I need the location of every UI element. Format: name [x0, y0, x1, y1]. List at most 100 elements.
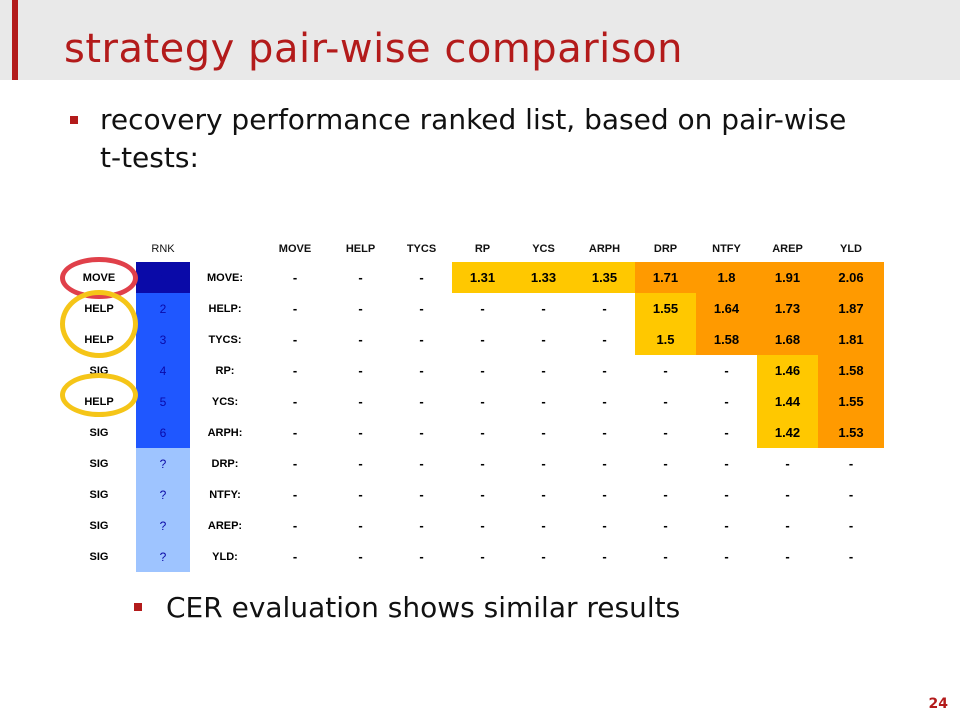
value-cell: 1.8: [696, 262, 757, 293]
value-cell: -: [663, 518, 668, 533]
value-cell: -: [358, 332, 363, 347]
value-cell: 1.55: [635, 293, 696, 324]
rank-cell: 3: [136, 324, 190, 355]
value-cell: -: [663, 425, 668, 440]
header-cell: HELP: [345, 243, 376, 255]
value-cell: -: [292, 363, 298, 378]
value-cell: -: [292, 456, 298, 471]
rank-cell: ?: [136, 479, 190, 510]
value-cell: -: [848, 549, 854, 564]
highlight-circle-yellow: [60, 290, 138, 358]
header-cell: RNK: [151, 243, 175, 255]
value-cell: -: [480, 301, 485, 316]
value-cell: -: [541, 425, 546, 440]
strategy-name-cell: DRP:: [211, 457, 239, 470]
value-cell: 1.55: [818, 386, 884, 417]
value-cell: -: [292, 270, 298, 285]
rank-cell: 4: [136, 355, 190, 386]
strategy-name-cell: YLD:: [212, 550, 238, 563]
value-cell: -: [663, 363, 668, 378]
title-accent-bar: [12, 0, 18, 80]
method-cell: SIG: [89, 426, 109, 439]
value-cell: 1.87: [818, 293, 884, 324]
value-cell: -: [541, 456, 546, 471]
table-row: SIG 4 RP: - - - - - - - -1.46 1.58: [62, 355, 884, 386]
value-cell: 1.35: [574, 262, 635, 293]
strategy-name-cell: YCS:: [211, 395, 239, 408]
rank-cell: 1: [136, 262, 190, 293]
header-cell: YLD: [840, 243, 862, 255]
value-cell: -: [419, 425, 424, 440]
value-cell: -: [358, 518, 363, 533]
rank-cell: 2: [136, 293, 190, 324]
slide-title: strategy pair-wise comparison: [64, 26, 683, 72]
value-cell: -: [602, 425, 607, 440]
method-cell: SIG: [89, 457, 109, 470]
bullet-1-line-2: t-tests:: [100, 141, 199, 174]
value-cell: -: [785, 456, 790, 471]
header-cell: [190, 236, 260, 262]
value-cell: 1.81: [818, 324, 884, 355]
value-cell: -: [602, 518, 607, 533]
value-cell: -: [292, 518, 298, 533]
value-cell: -: [663, 456, 668, 471]
rank-cell: 6: [136, 417, 190, 448]
rank-cell: ?: [136, 510, 190, 541]
value-cell: 1.73: [757, 293, 818, 324]
value-cell: -: [419, 301, 424, 316]
value-cell: -: [292, 425, 298, 440]
value-cell: -: [663, 487, 668, 502]
value-cell: -: [419, 549, 424, 564]
value-cell: 1.53: [818, 417, 884, 448]
value-cell: -: [358, 549, 363, 564]
value-cell: -: [358, 487, 363, 502]
value-cell: -: [292, 332, 298, 347]
value-cell: -: [724, 518, 729, 533]
header-cell: DRP: [653, 243, 678, 255]
header-cell: RP: [474, 243, 491, 255]
value-cell: -: [419, 487, 424, 502]
value-cell: 1.46: [757, 355, 818, 386]
value-cell: 1.33: [513, 262, 574, 293]
value-cell: 1.58: [818, 355, 884, 386]
value-cell: -: [724, 394, 729, 409]
value-cell: -: [724, 425, 729, 440]
ranking-table: RNK MOVE HELP TYCS RP YCS ARPH DRP NTFY …: [62, 236, 884, 572]
header-cell: TYCS: [406, 243, 437, 255]
value-cell: 1.91: [757, 262, 818, 293]
bullet-icon: [134, 603, 142, 611]
value-cell: -: [419, 518, 424, 533]
value-cell: -: [602, 456, 607, 471]
strategy-name-cell: HELP:: [208, 302, 242, 315]
value-cell: -: [663, 549, 668, 564]
value-cell: -: [541, 487, 546, 502]
value-cell: -: [602, 363, 607, 378]
value-cell: 1.42: [757, 417, 818, 448]
value-cell: -: [848, 518, 854, 533]
strategy-name-cell: MOVE:: [206, 271, 244, 284]
rank-cell: ?: [136, 448, 190, 479]
value-cell: -: [848, 487, 854, 502]
value-cell: -: [541, 518, 546, 533]
value-cell: -: [541, 363, 546, 378]
rank-cell: 5: [136, 386, 190, 417]
bullet-1-line-1: recovery performance ranked list, based …: [100, 103, 847, 136]
title-band: [0, 0, 960, 80]
value-cell: -: [785, 487, 790, 502]
value-cell: -: [480, 425, 485, 440]
rank-cell: ?: [136, 541, 190, 572]
value-cell: -: [358, 456, 363, 471]
value-cell: -: [358, 270, 363, 285]
table-row: HELP 5 YCS: - - - - - - - -1.44 1.55: [62, 386, 884, 417]
page-number: 24: [928, 696, 948, 712]
value-cell: -: [785, 549, 790, 564]
value-cell: -: [602, 487, 607, 502]
value-cell: 1.71: [635, 262, 696, 293]
value-cell: -: [358, 425, 363, 440]
value-cell: -: [480, 549, 485, 564]
value-cell: -: [724, 549, 729, 564]
value-cell: -: [419, 456, 424, 471]
highlight-circle-yellow: [60, 373, 138, 417]
value-cell: -: [358, 301, 363, 316]
method-cell: SIG: [89, 488, 109, 501]
